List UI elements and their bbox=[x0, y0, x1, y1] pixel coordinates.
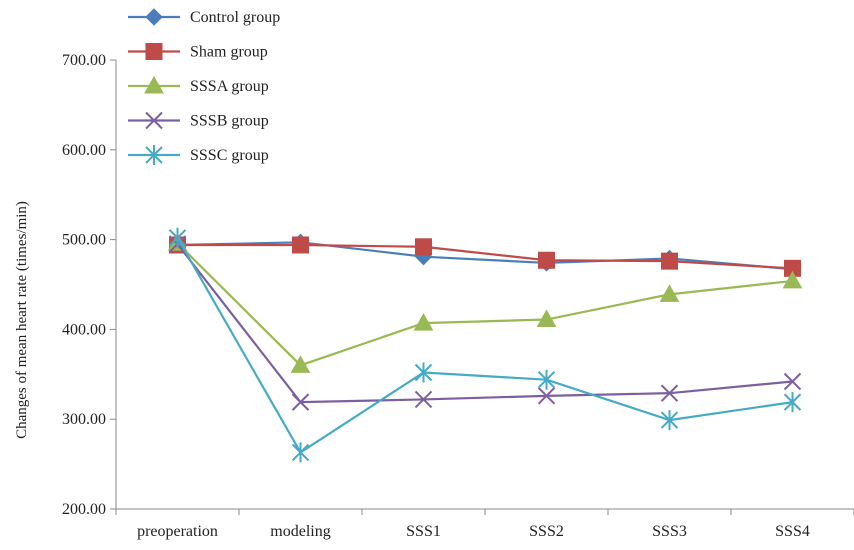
data-point bbox=[291, 442, 310, 463]
x-tick-label: SSS4 bbox=[775, 523, 810, 540]
data-point bbox=[537, 387, 556, 405]
data-point bbox=[783, 372, 802, 391]
data-point bbox=[537, 369, 556, 390]
series-line bbox=[176, 242, 793, 367]
x-tick-label: preoperation bbox=[137, 523, 218, 540]
data-point bbox=[415, 238, 432, 256]
series-layer bbox=[167, 227, 803, 463]
data-point bbox=[538, 251, 555, 269]
data-point bbox=[660, 384, 679, 402]
data-point bbox=[782, 270, 803, 289]
x-tick-label: SSS2 bbox=[529, 523, 564, 540]
legend-label: SSSA group bbox=[190, 78, 269, 95]
legend-label: Sham group bbox=[190, 44, 268, 61]
data-point bbox=[168, 227, 187, 248]
legend-item: Control group bbox=[128, 8, 280, 26]
legend-marker bbox=[145, 8, 163, 26]
series-sssc-group bbox=[168, 227, 802, 463]
legend-marker bbox=[145, 111, 163, 130]
data-point bbox=[291, 393, 310, 411]
legend-item: SSSC group bbox=[128, 145, 269, 165]
data-point bbox=[290, 355, 311, 373]
series-sssa-group bbox=[167, 233, 803, 373]
legend-marker bbox=[145, 43, 163, 60]
data-point bbox=[659, 284, 680, 302]
legend: Control group Sham group SSSA group SSSB gr… bbox=[128, 8, 280, 165]
legend-item: SSSB group bbox=[128, 111, 269, 130]
axes: 200.00 300.00 400.00 500.00 600.00 700.00 preo… bbox=[62, 52, 854, 540]
series-control-group bbox=[168, 233, 802, 278]
legend-marker bbox=[145, 145, 163, 165]
series-line bbox=[177, 243, 793, 270]
data-point bbox=[783, 392, 802, 413]
legend-label: SSSC group bbox=[190, 147, 269, 164]
y-tick-label: 700.00 bbox=[62, 52, 106, 69]
legend-item: SSSA group bbox=[128, 75, 269, 95]
series-sssb-group bbox=[168, 235, 802, 411]
legend-label: Control group bbox=[190, 9, 280, 26]
series-line bbox=[177, 241, 793, 271]
y-tick-label: 200.00 bbox=[62, 501, 106, 518]
legend-label: SSSB group bbox=[190, 113, 269, 130]
data-point bbox=[536, 309, 557, 328]
x-tick-label: modeling bbox=[270, 523, 330, 540]
data-point bbox=[414, 362, 433, 383]
x-tick-label: SSS3 bbox=[652, 523, 687, 540]
y-axis-label: Changes of mean heart rate (times/min) bbox=[14, 201, 30, 439]
series-line bbox=[176, 237, 793, 454]
data-point bbox=[292, 236, 309, 254]
data-point bbox=[413, 313, 434, 331]
data-point bbox=[414, 390, 433, 409]
series-line bbox=[176, 243, 793, 404]
data-point bbox=[661, 252, 678, 270]
y-tick-label: 400.00 bbox=[62, 321, 106, 338]
y-tick-label: 300.00 bbox=[62, 411, 106, 428]
legend-marker bbox=[144, 75, 164, 94]
legend-item: Sham group bbox=[128, 43, 268, 61]
data-point bbox=[660, 410, 679, 431]
x-tick-label: SSS1 bbox=[406, 523, 441, 540]
y-tick-label: 600.00 bbox=[62, 142, 106, 159]
y-tick-label: 500.00 bbox=[62, 232, 106, 249]
